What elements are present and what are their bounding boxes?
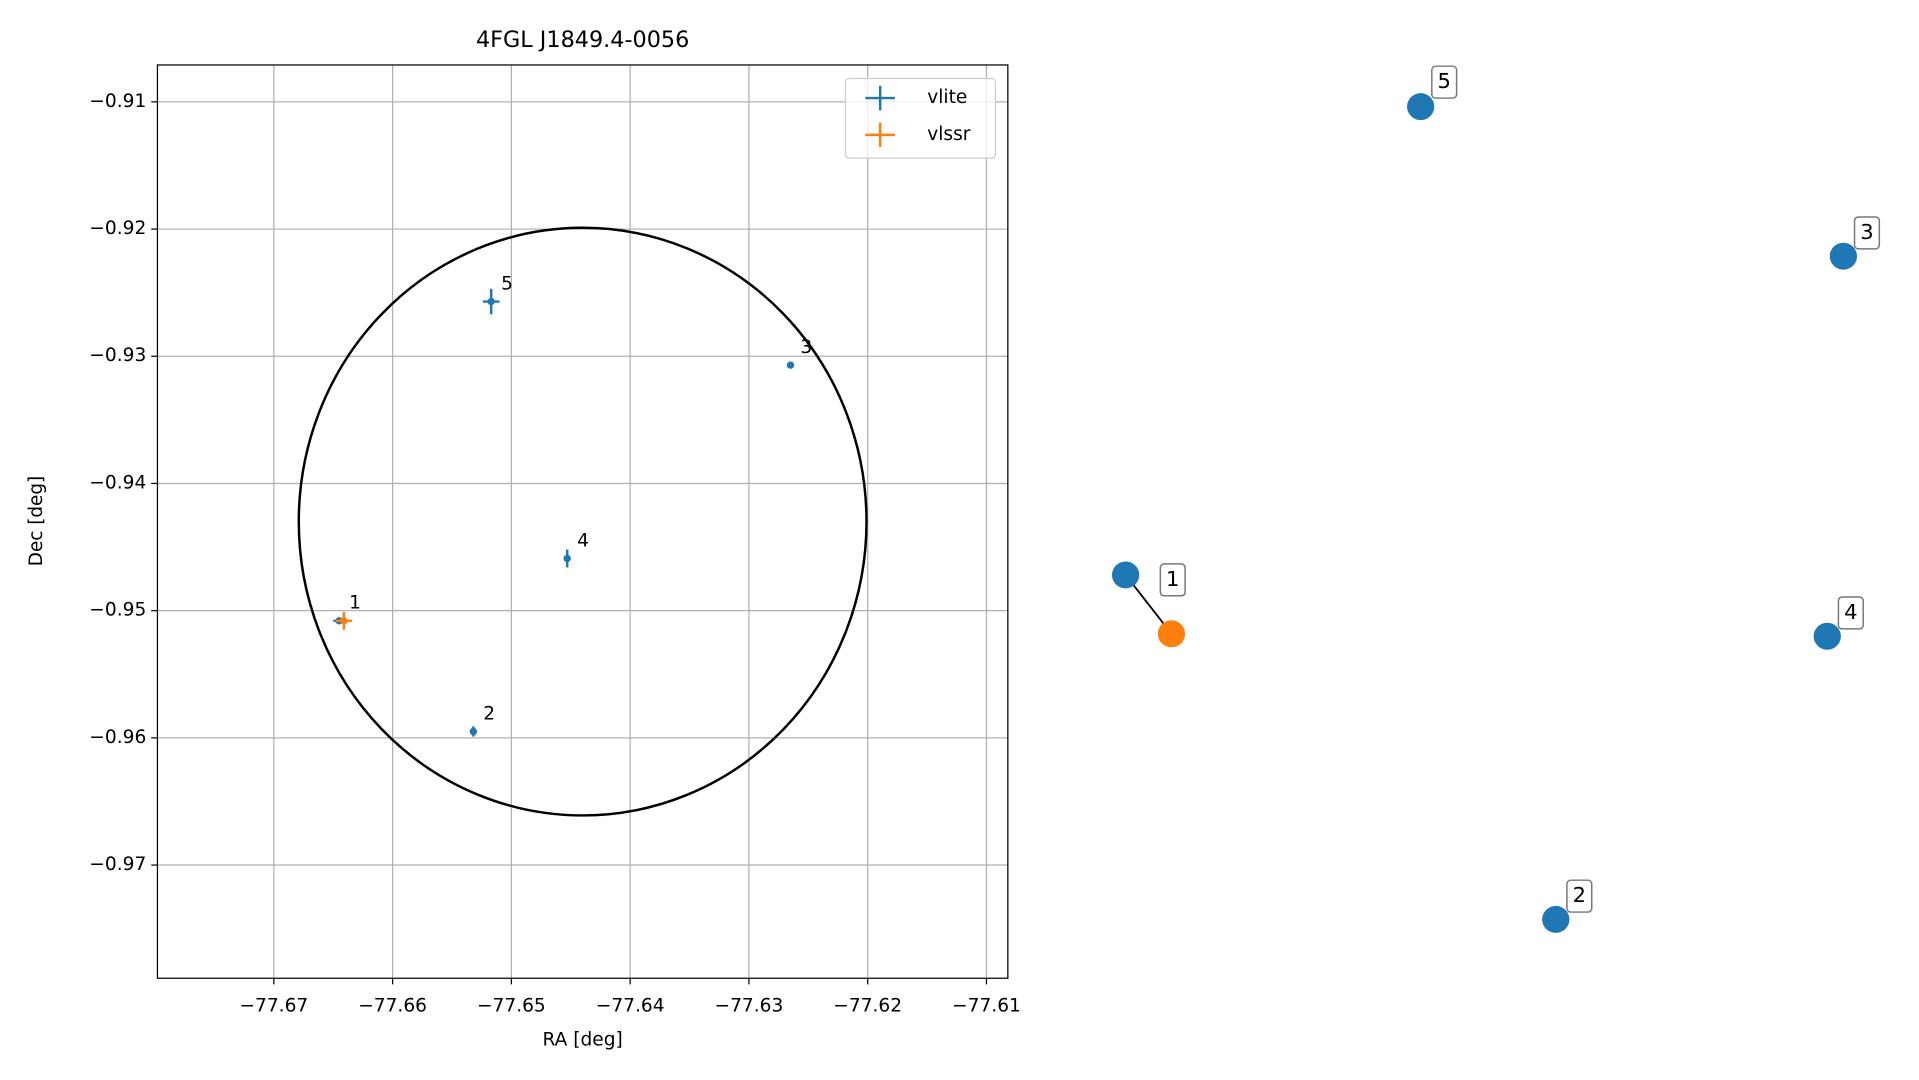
y-tick-label: −0.91 [89, 91, 146, 112]
point [340, 617, 348, 625]
legend-label: vlssr [927, 124, 971, 145]
chart-title: 4FGL J1849.4-0056 [476, 27, 689, 53]
point [563, 554, 571, 563]
y-tick-label: −0.95 [89, 600, 146, 621]
legend-label: vlite [927, 87, 967, 108]
node-label-box [1853, 216, 1881, 250]
node-label: 2 [1573, 883, 1586, 907]
point [487, 297, 495, 306]
x-tick-label: −77.67 [239, 996, 308, 1017]
axes-frame [156, 64, 1009, 979]
node-label-box [1159, 563, 1186, 597]
point-label: 1 [349, 593, 361, 614]
node-label: 3 [1860, 220, 1873, 244]
node-label: 1 [1166, 567, 1179, 591]
x-tick-label: −77.66 [358, 996, 427, 1017]
point [469, 727, 478, 736]
y-tick-label: −0.97 [89, 854, 146, 875]
node-label-box [1431, 65, 1458, 99]
node-label: 4 [1844, 600, 1857, 624]
x-axis-label: RA [deg] [542, 1030, 622, 1051]
node-label-box [1837, 596, 1864, 630]
x-tick-label: −77.65 [477, 996, 546, 1017]
node-label-box [1566, 879, 1593, 913]
y-axis-label: Dec [deg] [26, 476, 47, 566]
point-label: 5 [501, 273, 513, 294]
legend-box [844, 77, 997, 159]
node [1111, 561, 1140, 589]
point-label: 4 [577, 530, 589, 551]
x-tick-label: −77.61 [952, 996, 1021, 1017]
y-tick-label: −0.92 [89, 218, 146, 239]
x-tick-label: −77.62 [833, 996, 902, 1017]
node [1829, 242, 1858, 270]
point-label: 3 [800, 337, 812, 358]
x-tick-label: −77.63 [715, 996, 784, 1017]
y-tick-label: −0.94 [89, 473, 146, 494]
point [786, 361, 795, 369]
node [1813, 622, 1841, 650]
node [1407, 93, 1435, 121]
node [1542, 905, 1570, 933]
circle [297, 226, 868, 817]
node-label: 5 [1438, 69, 1451, 93]
y-tick-label: −0.93 [89, 345, 146, 366]
point-label: 2 [483, 703, 495, 724]
node [1157, 620, 1186, 648]
y-tick-label: −0.96 [89, 727, 146, 748]
x-tick-label: −77.64 [596, 996, 665, 1017]
